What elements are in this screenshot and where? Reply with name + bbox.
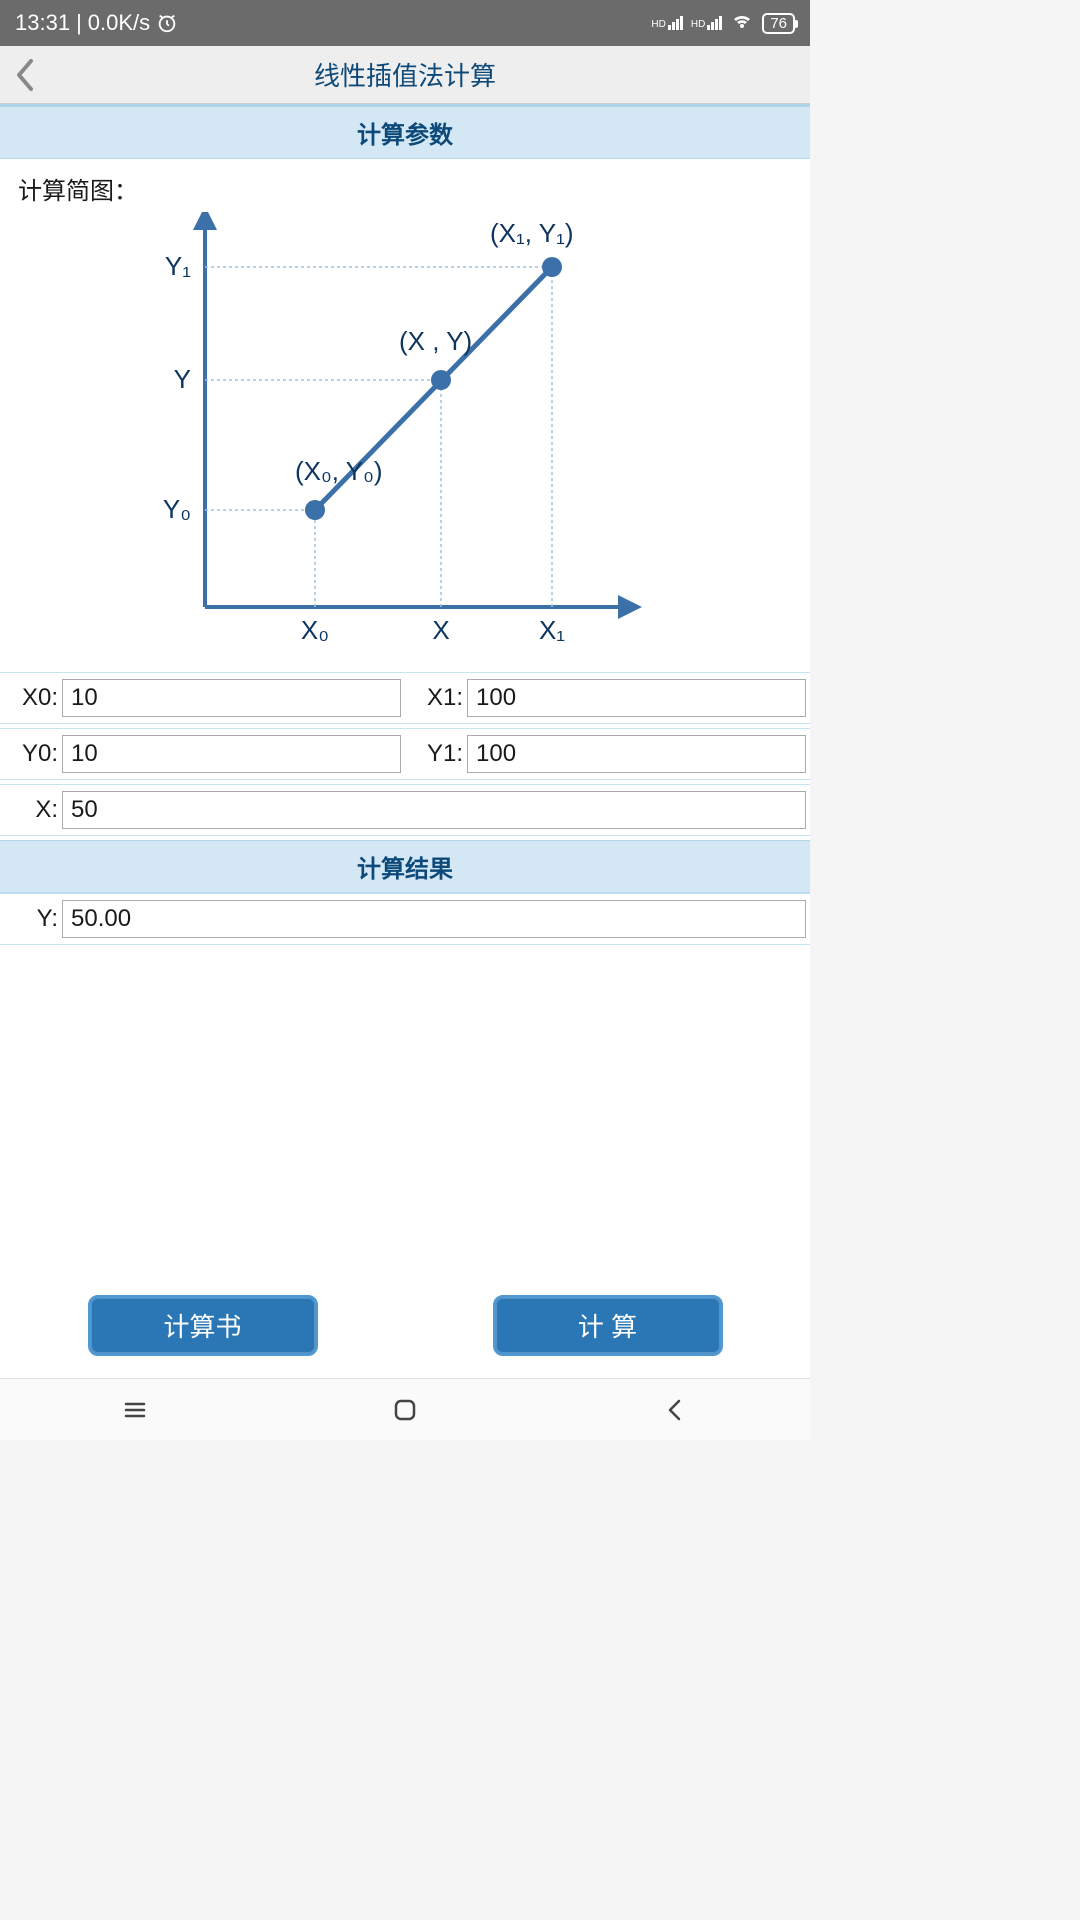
- status-bar: 13:31 | 0.0K/s HD HD 76: [0, 0, 810, 46]
- input-row-x: X0: X1:: [0, 672, 810, 724]
- svg-text:X₀: X₀: [301, 615, 329, 645]
- nav-home-button[interactable]: [385, 1390, 425, 1430]
- back-button[interactable]: [0, 46, 50, 103]
- label-y0: Y0:: [4, 740, 62, 768]
- interpolation-diagram: (X₀, Y₀) (X , Y) (X₁, Y₁) Y₁ Y Y₀ X₀ X X₁: [145, 212, 665, 662]
- input-row-xin: X:: [0, 784, 810, 836]
- svg-text:(X₁, Y₁): (X₁, Y₁): [490, 218, 574, 248]
- svg-text:Y₀: Y₀: [163, 494, 191, 524]
- signal-1-icon: HD: [651, 16, 682, 30]
- label-y: Y:: [4, 905, 62, 933]
- nav-menu-button[interactable]: [115, 1390, 155, 1430]
- app-header: 线性插值法计算: [0, 46, 810, 104]
- status-speed: 0.0K/s: [88, 10, 150, 36]
- svg-text:X: X: [432, 615, 449, 645]
- content-area: 计算参数 计算简图： (X₀, Y₀) (X , Y) (X₁, Y₁) Y₁ Y Y₀ X…: [0, 104, 810, 1378]
- label-x: X:: [4, 796, 62, 824]
- input-y1[interactable]: [467, 735, 806, 773]
- svg-text:(X₀, Y₀): (X₀, Y₀): [295, 456, 383, 486]
- battery-icon: 76: [762, 13, 795, 34]
- alarm-icon: [156, 12, 178, 34]
- input-row-y: Y0: Y1:: [0, 728, 810, 780]
- button-row: 计算书 计 算: [0, 1277, 810, 1378]
- signal-2-icon: HD: [691, 16, 722, 30]
- input-x[interactable]: [62, 791, 806, 829]
- status-time: 13:31: [15, 10, 70, 36]
- output-y[interactable]: [62, 900, 806, 938]
- svg-text:X₁: X₁: [539, 615, 565, 645]
- wifi-icon: [730, 11, 754, 36]
- diagram-container: (X₀, Y₀) (X , Y) (X₁, Y₁) Y₁ Y Y₀ X₀ X X₁: [0, 212, 810, 672]
- input-x0[interactable]: [62, 679, 401, 717]
- input-row-result: Y:: [0, 893, 810, 945]
- label-x0: X0:: [4, 684, 62, 712]
- nav-bar: [0, 1378, 810, 1440]
- input-x1[interactable]: [467, 679, 806, 717]
- section-header-result: 计算结果: [0, 840, 810, 893]
- report-button[interactable]: 计算书: [88, 1295, 318, 1356]
- svg-text:Y: Y: [174, 364, 191, 394]
- nav-back-button[interactable]: [655, 1390, 695, 1430]
- page-title: 线性插值法计算: [314, 56, 496, 93]
- svg-text:Y₁: Y₁: [165, 251, 191, 281]
- label-y1: Y1:: [409, 740, 467, 768]
- diagram-label: 计算简图：: [0, 159, 810, 212]
- input-y0[interactable]: [62, 735, 401, 773]
- label-x1: X1:: [409, 684, 467, 712]
- svg-text:(X , Y): (X , Y): [399, 326, 472, 356]
- calculate-button[interactable]: 计 算: [493, 1295, 723, 1356]
- section-header-params: 计算参数: [0, 106, 810, 159]
